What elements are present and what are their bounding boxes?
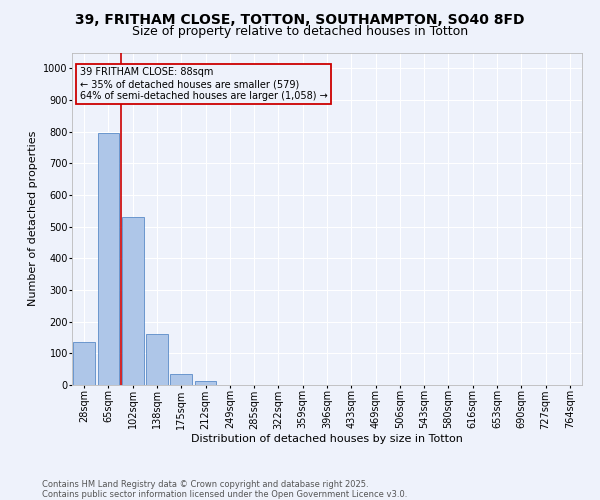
- Bar: [170, 374, 192, 385]
- Bar: [73, 342, 95, 385]
- Text: Size of property relative to detached houses in Totton: Size of property relative to detached ho…: [132, 25, 468, 38]
- Bar: [146, 334, 168, 385]
- Text: 39, FRITHAM CLOSE, TOTTON, SOUTHAMPTON, SO40 8FD: 39, FRITHAM CLOSE, TOTTON, SOUTHAMPTON, …: [75, 12, 525, 26]
- Text: 39 FRITHAM CLOSE: 88sqm
← 35% of detached houses are smaller (579)
64% of semi-d: 39 FRITHAM CLOSE: 88sqm ← 35% of detache…: [80, 68, 328, 100]
- Y-axis label: Number of detached properties: Number of detached properties: [28, 131, 38, 306]
- Bar: [122, 217, 143, 385]
- Bar: [194, 381, 217, 385]
- Bar: [97, 133, 119, 385]
- X-axis label: Distribution of detached houses by size in Totton: Distribution of detached houses by size …: [191, 434, 463, 444]
- Text: Contains HM Land Registry data © Crown copyright and database right 2025.
Contai: Contains HM Land Registry data © Crown c…: [42, 480, 407, 499]
